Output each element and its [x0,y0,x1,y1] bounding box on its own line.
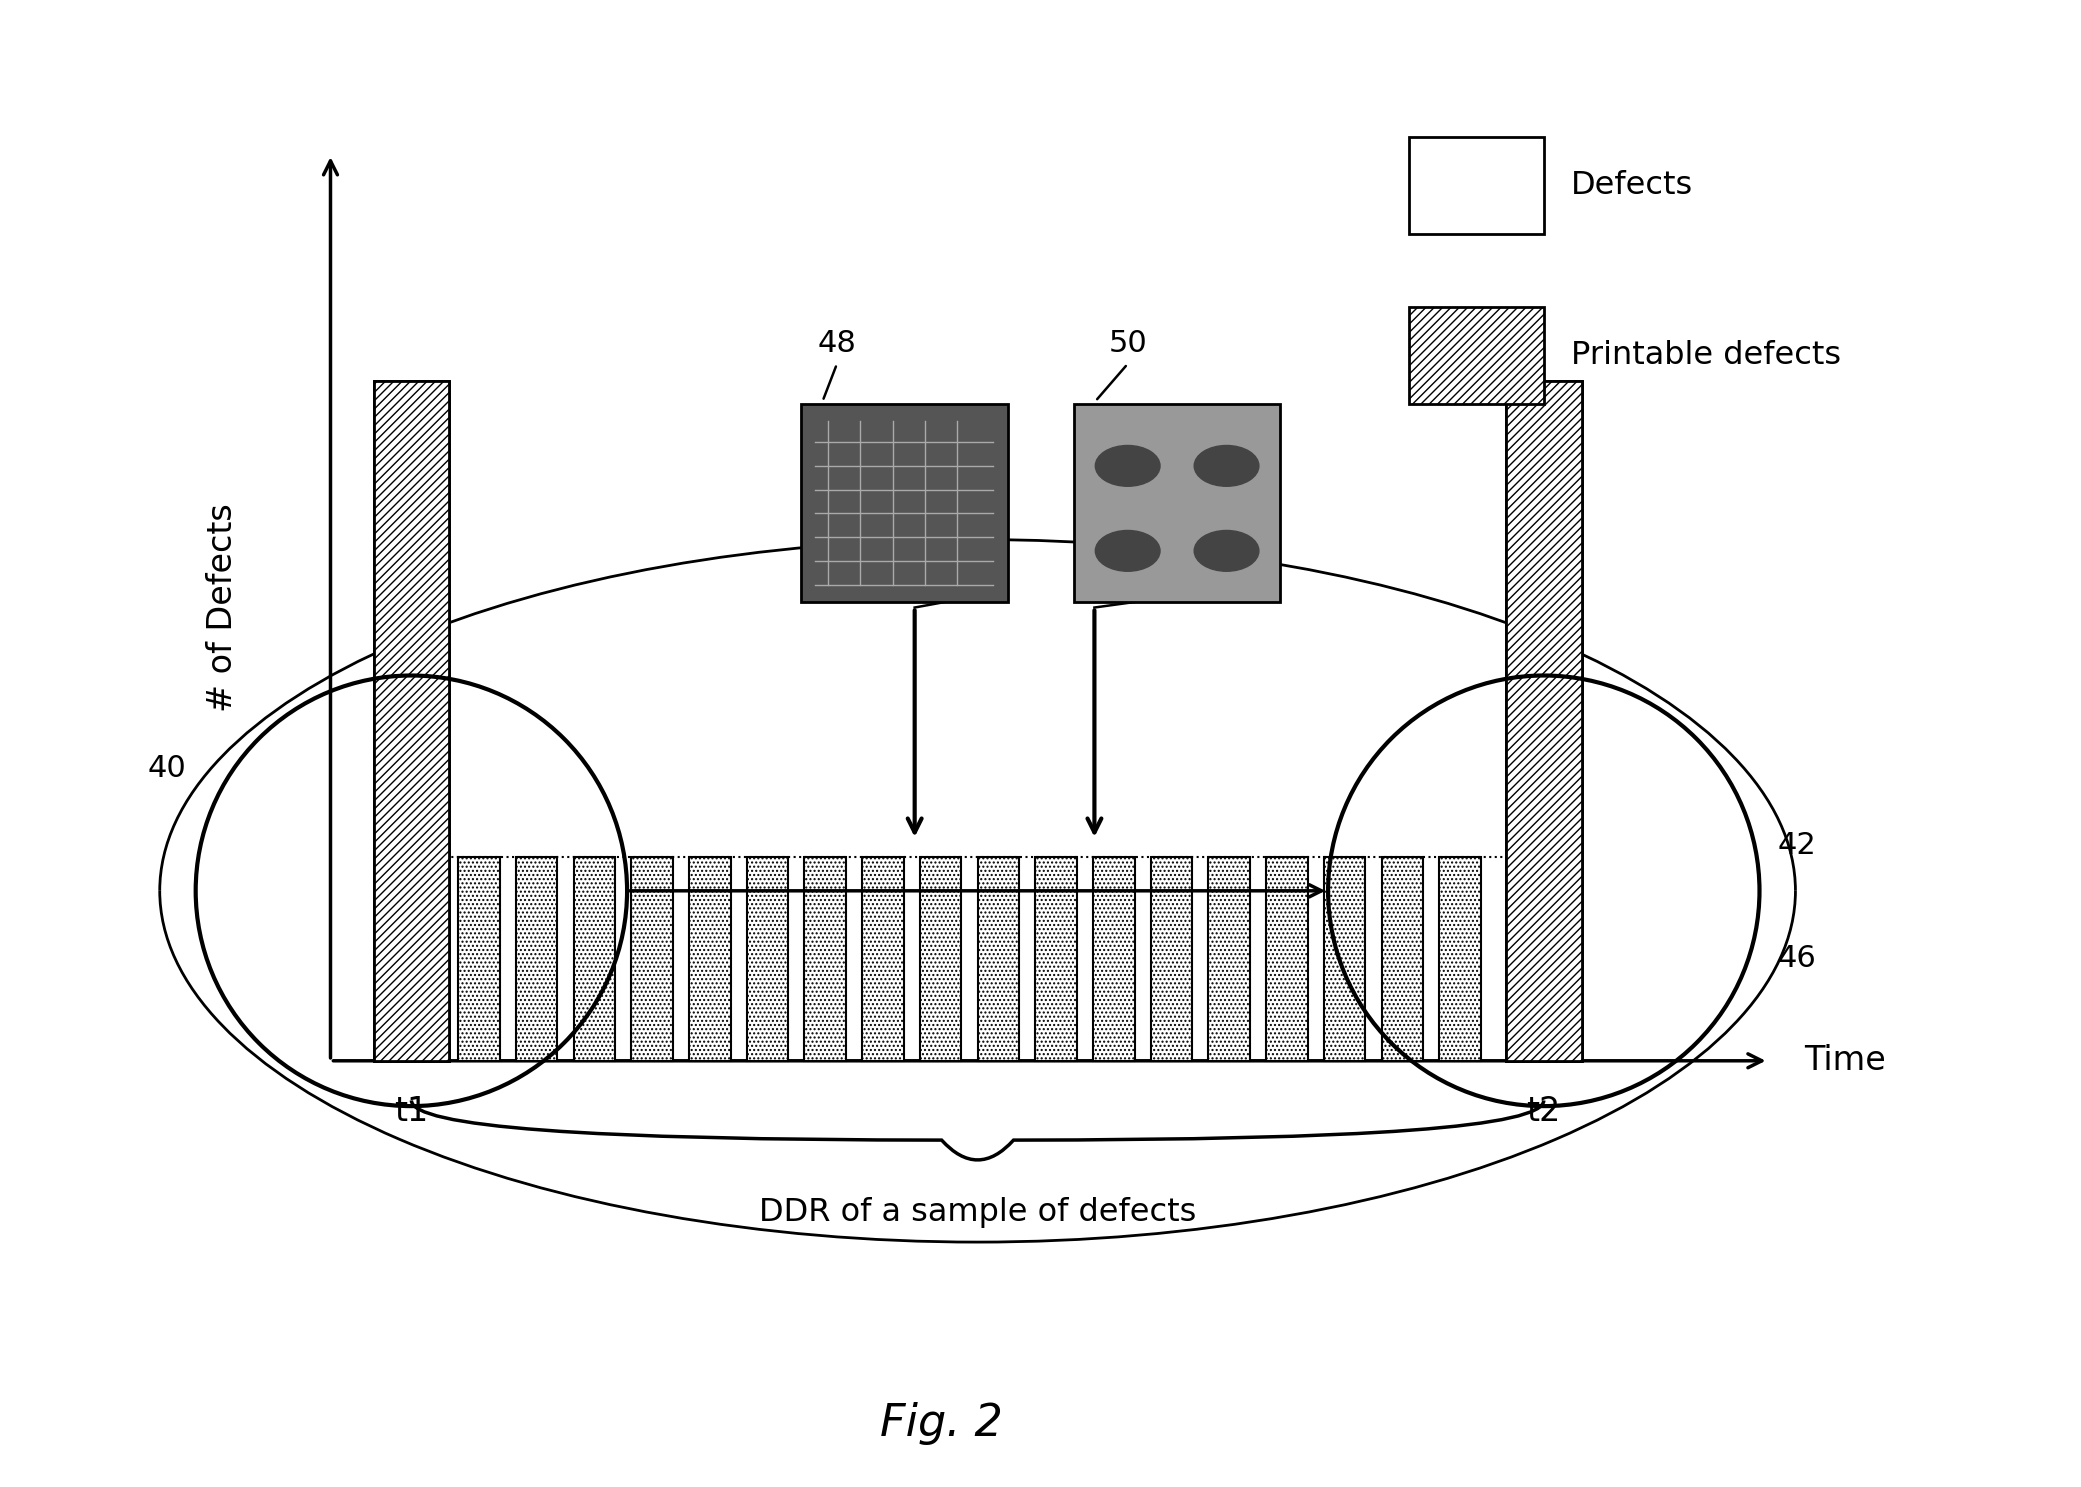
Bar [1324,857,1365,1060]
Text: Time: Time [1804,1044,1885,1077]
Bar [1507,381,1582,1060]
Text: t1: t1 [393,1094,429,1127]
Bar [801,403,1007,602]
Text: 48: 48 [818,329,857,358]
Bar [1265,857,1307,1060]
Text: Printable defects: Printable defects [1571,341,1842,370]
Bar [458,857,499,1060]
Text: Fig. 2: Fig. 2 [880,1402,1003,1445]
Bar [1409,308,1544,403]
Bar [1036,857,1076,1060]
Text: t2: t2 [1527,1094,1561,1127]
Bar [574,857,616,1060]
Bar [375,381,449,1060]
Bar [1093,857,1134,1060]
Text: DDR of a sample of defects: DDR of a sample of defects [760,1197,1197,1228]
Text: 42: 42 [1777,831,1817,859]
Bar [1074,403,1280,602]
Bar [920,857,961,1060]
Bar [689,857,730,1060]
Bar [1440,857,1482,1060]
Bar [1151,857,1192,1060]
Circle shape [1194,531,1259,571]
Bar [1507,381,1582,1060]
Circle shape [1095,446,1159,486]
Text: 46: 46 [1777,944,1817,974]
Bar [805,857,847,1060]
Bar [1409,137,1544,233]
Bar [1382,857,1423,1060]
Bar [516,857,558,1060]
Bar [978,857,1020,1060]
Text: # of Defects: # of Defects [206,503,239,712]
Text: 40: 40 [148,754,187,784]
Bar [1209,857,1251,1060]
Text: 44: 44 [1103,572,1142,602]
Bar [862,857,903,1060]
Circle shape [1194,446,1259,486]
Bar [747,857,789,1060]
Text: Defects: Defects [1571,170,1694,201]
Circle shape [1095,531,1159,571]
Bar [375,381,449,1060]
Text: 50: 50 [1109,329,1147,358]
Bar [631,857,672,1060]
